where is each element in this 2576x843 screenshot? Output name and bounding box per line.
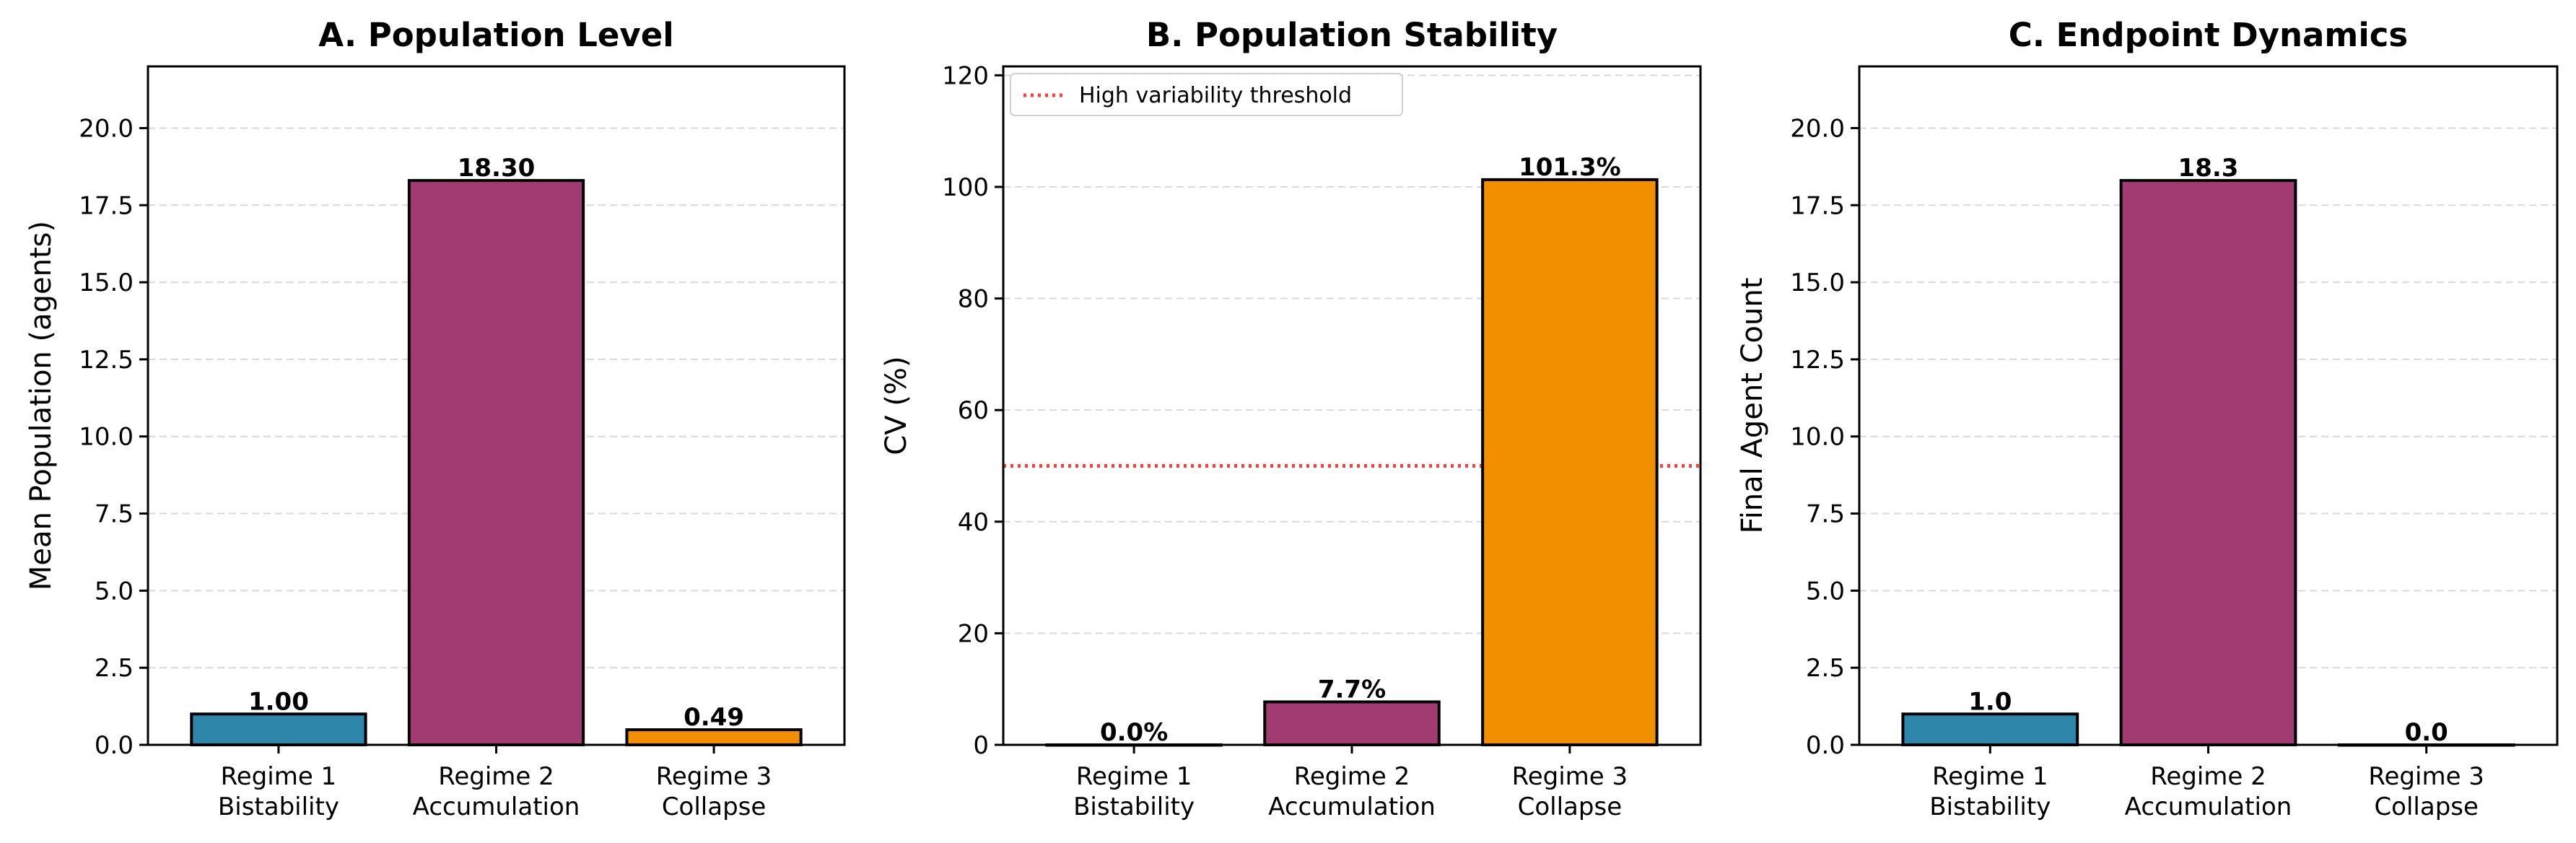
y-tick-label: 20.0	[79, 114, 134, 143]
legend-entry-label: High variability threshold	[1079, 83, 1352, 108]
x-tick-label: Regime 1	[221, 762, 337, 791]
x-tick-label: Regime 2	[2150, 762, 2266, 791]
x-tick-label: Regime 1	[1932, 762, 2048, 791]
y-tick-label: 17.5	[79, 191, 134, 220]
bar-value-label: 101.3%	[1519, 153, 1621, 182]
bar-value-label: 1.00	[248, 687, 309, 716]
y-tick-label: 5.0	[1806, 577, 1845, 606]
y-tick-label: 0	[973, 731, 989, 760]
bar	[625, 728, 803, 747]
chart-title: B. Population Stability	[1146, 16, 1558, 54]
bar-value-label: 7.7%	[1318, 675, 1386, 704]
bar	[1901, 712, 2079, 746]
y-tick-label: 17.5	[1790, 191, 1845, 220]
y-axis-label: Mean Population (agents)	[25, 221, 58, 590]
bar	[2119, 179, 2297, 747]
x-tick-label: Regime 3	[2368, 762, 2484, 791]
y-tick-label: 80	[958, 285, 989, 314]
x-tick-label: Regime 2	[1294, 762, 1410, 791]
y-axis-label: Final Agent Count	[1736, 278, 1769, 534]
bar-value-label: 0.49	[684, 703, 744, 732]
x-tick-label: Collapse	[662, 792, 766, 821]
bar-value-label: 1.0	[1968, 687, 2012, 716]
y-tick-label: 2.5	[1806, 654, 1845, 683]
y-tick-label: 7.5	[1806, 500, 1845, 529]
bar-value-label: 0.0	[2405, 718, 2448, 747]
panel-1: 1.00 18.30 0.49 0.0 2.5 5.0 7.5 10.0 12.5 15.0 17.…	[25, 16, 846, 821]
y-tick-label: 15.0	[1790, 268, 1845, 297]
y-tick-label: 15.0	[79, 268, 134, 297]
bar	[1481, 178, 1659, 747]
chart-title: A. Population Level	[318, 16, 673, 54]
y-tick-label: 20	[958, 619, 989, 648]
y-tick-label: 2.5	[95, 654, 134, 683]
y-tick-label: 40	[958, 508, 989, 537]
y-tick-label: 10.0	[79, 423, 134, 452]
y-tick-label: 120	[942, 61, 989, 90]
y-tick-label: 20.0	[1790, 114, 1845, 143]
y-tick-label: 7.5	[95, 500, 134, 529]
x-tick-label: Regime 3	[1512, 762, 1628, 791]
y-tick-label: 12.5	[1790, 346, 1845, 375]
x-tick-label: Accumulation	[413, 792, 580, 821]
legend-box	[1010, 73, 1403, 116]
y-tick-label: 12.5	[79, 346, 134, 375]
y-axis-label: CV (%)	[880, 356, 913, 455]
bar-value-label: 0.0%	[1100, 718, 1168, 747]
legend: High variability threshold	[1010, 73, 1403, 116]
x-tick-label: Bistability	[1073, 792, 1195, 821]
x-tick-label: Accumulation	[1268, 792, 1436, 821]
bar	[407, 179, 585, 747]
chart-title: C. Endpoint Dynamics	[2009, 16, 2408, 54]
y-tick-label: 10.0	[1790, 423, 1845, 452]
x-tick-label: Bistability	[1929, 792, 2051, 821]
panel-3: 1.0 18.3 0.0 0.0 2.5 5.0 7.5 10.0 12.5 15.0 17.5 20…	[1736, 16, 2559, 821]
panel-2: 0.0% 7.7% 101.3% 0 20 40 60 80 100 120 Regime 1Bis…	[880, 16, 1702, 821]
bar	[190, 712, 367, 746]
y-tick-label: 0.0	[95, 731, 134, 760]
x-tick-label: Regime 3	[656, 762, 772, 791]
x-tick-label: Regime 1	[1076, 762, 1192, 791]
y-tick-label: 5.0	[95, 577, 134, 606]
x-tick-label: Collapse	[1518, 792, 1622, 821]
x-tick-label: Collapse	[2374, 792, 2478, 821]
y-tick-label: 0.0	[1806, 731, 1845, 760]
x-tick-label: Regime 2	[438, 762, 554, 791]
y-tick-label: 60	[958, 396, 989, 425]
bar	[1263, 700, 1441, 747]
x-tick-label: Bistability	[218, 792, 339, 821]
x-tick-label: Accumulation	[2125, 792, 2292, 821]
bar-value-label: 18.30	[458, 154, 536, 183]
y-tick-label: 100	[942, 173, 989, 202]
bar-value-label: 18.3	[2178, 154, 2239, 183]
